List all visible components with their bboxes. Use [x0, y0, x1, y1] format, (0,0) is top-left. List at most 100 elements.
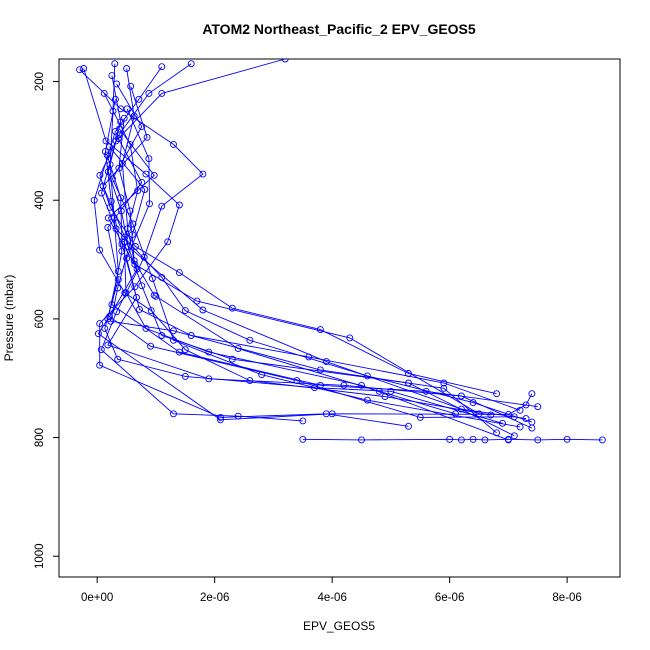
data-point — [101, 148, 109, 156]
y-tick-label: 400 — [34, 191, 46, 210]
data-point — [136, 305, 143, 313]
data-point — [405, 370, 412, 377]
data-point — [457, 392, 465, 400]
data-point — [187, 332, 195, 339]
data-point — [118, 240, 126, 248]
data-point — [528, 390, 536, 398]
profile-series — [104, 125, 518, 421]
y-tick-label: 800 — [34, 428, 46, 447]
data-point — [217, 416, 224, 424]
data-point — [181, 346, 189, 354]
data-point — [358, 436, 365, 444]
data-point — [205, 348, 213, 356]
data-point — [96, 320, 104, 328]
data-point — [316, 366, 324, 374]
data-point — [126, 207, 134, 215]
y-axis: 200 400 600 800 1000 — [34, 72, 60, 569]
x-tick-label: 8e-06 — [552, 592, 581, 604]
data-point — [158, 63, 166, 71]
data-point — [281, 59, 289, 63]
profile-line — [109, 146, 497, 434]
data-point — [299, 435, 307, 443]
profile-series — [299, 435, 606, 444]
data-point — [170, 327, 177, 335]
data-point — [135, 95, 143, 103]
data-point — [340, 381, 348, 389]
data-point — [117, 194, 125, 202]
data-point — [76, 66, 84, 74]
data-point — [121, 289, 129, 297]
data-point — [117, 105, 125, 113]
data-point — [108, 72, 116, 80]
data-point — [150, 171, 158, 179]
data-point — [111, 95, 119, 103]
profile-line — [106, 154, 533, 429]
data-point — [469, 399, 477, 407]
data-point — [129, 220, 137, 228]
x-tick-label: 2e-06 — [200, 592, 229, 604]
data-point — [217, 413, 224, 421]
data-point — [138, 123, 146, 131]
data-point — [102, 137, 110, 145]
data-point — [158, 202, 166, 210]
data-point — [141, 186, 149, 193]
data-point — [140, 253, 148, 261]
data-point — [158, 273, 166, 281]
data-point — [563, 435, 571, 443]
data-point — [120, 238, 128, 246]
data-point — [175, 201, 183, 209]
data-point — [293, 377, 301, 385]
profile-line — [99, 63, 497, 395]
chart-title: ATOM2 Northeast_Pacific_2 EPV_GEOS5 — [202, 21, 476, 37]
profile-series — [80, 65, 412, 430]
x-axis: 0e+00 2e-06 4e-06 6e-06 8e-06 — [81, 576, 582, 604]
data-point — [112, 225, 120, 233]
data-point — [164, 238, 172, 246]
profile-series — [99, 82, 518, 440]
data-point — [193, 297, 201, 305]
data-point — [101, 324, 109, 332]
profile-line — [101, 59, 533, 423]
profile-series — [106, 143, 501, 437]
data-point — [96, 361, 104, 369]
profile-series — [100, 89, 512, 444]
data-point — [112, 137, 120, 145]
x-tick-label: 0e+00 — [81, 592, 113, 604]
profile-series — [123, 105, 524, 414]
profile-series — [103, 151, 536, 432]
data-point — [446, 435, 454, 443]
profile-line — [103, 93, 509, 441]
data-point — [322, 358, 330, 366]
data-point — [387, 387, 395, 395]
data-point — [405, 422, 412, 430]
data-point — [100, 89, 108, 97]
profile-line — [107, 75, 527, 420]
x-axis-label: EPV_GEOS5 — [303, 619, 375, 633]
data-point — [246, 377, 254, 385]
data-point — [123, 65, 131, 72]
data-point — [246, 336, 254, 344]
profile-line — [111, 83, 521, 428]
data-point — [170, 410, 177, 418]
data-point — [205, 375, 213, 383]
data-point — [138, 282, 146, 290]
data-point — [104, 224, 112, 231]
data-point — [598, 436, 606, 444]
data-point — [113, 308, 121, 316]
profile-line — [107, 128, 515, 418]
data-point — [115, 164, 123, 172]
data-point — [107, 317, 115, 325]
data-point — [299, 417, 307, 425]
profile-line — [83, 68, 409, 427]
data-point — [228, 304, 236, 312]
profile-series — [101, 95, 542, 411]
data-point — [440, 384, 448, 392]
profile-series — [98, 59, 536, 426]
data-point — [147, 342, 155, 350]
data-point — [493, 390, 501, 398]
data-point — [128, 231, 136, 239]
profile-series — [76, 66, 307, 425]
y-tick-label: 200 — [34, 72, 46, 91]
data-point — [96, 246, 104, 254]
